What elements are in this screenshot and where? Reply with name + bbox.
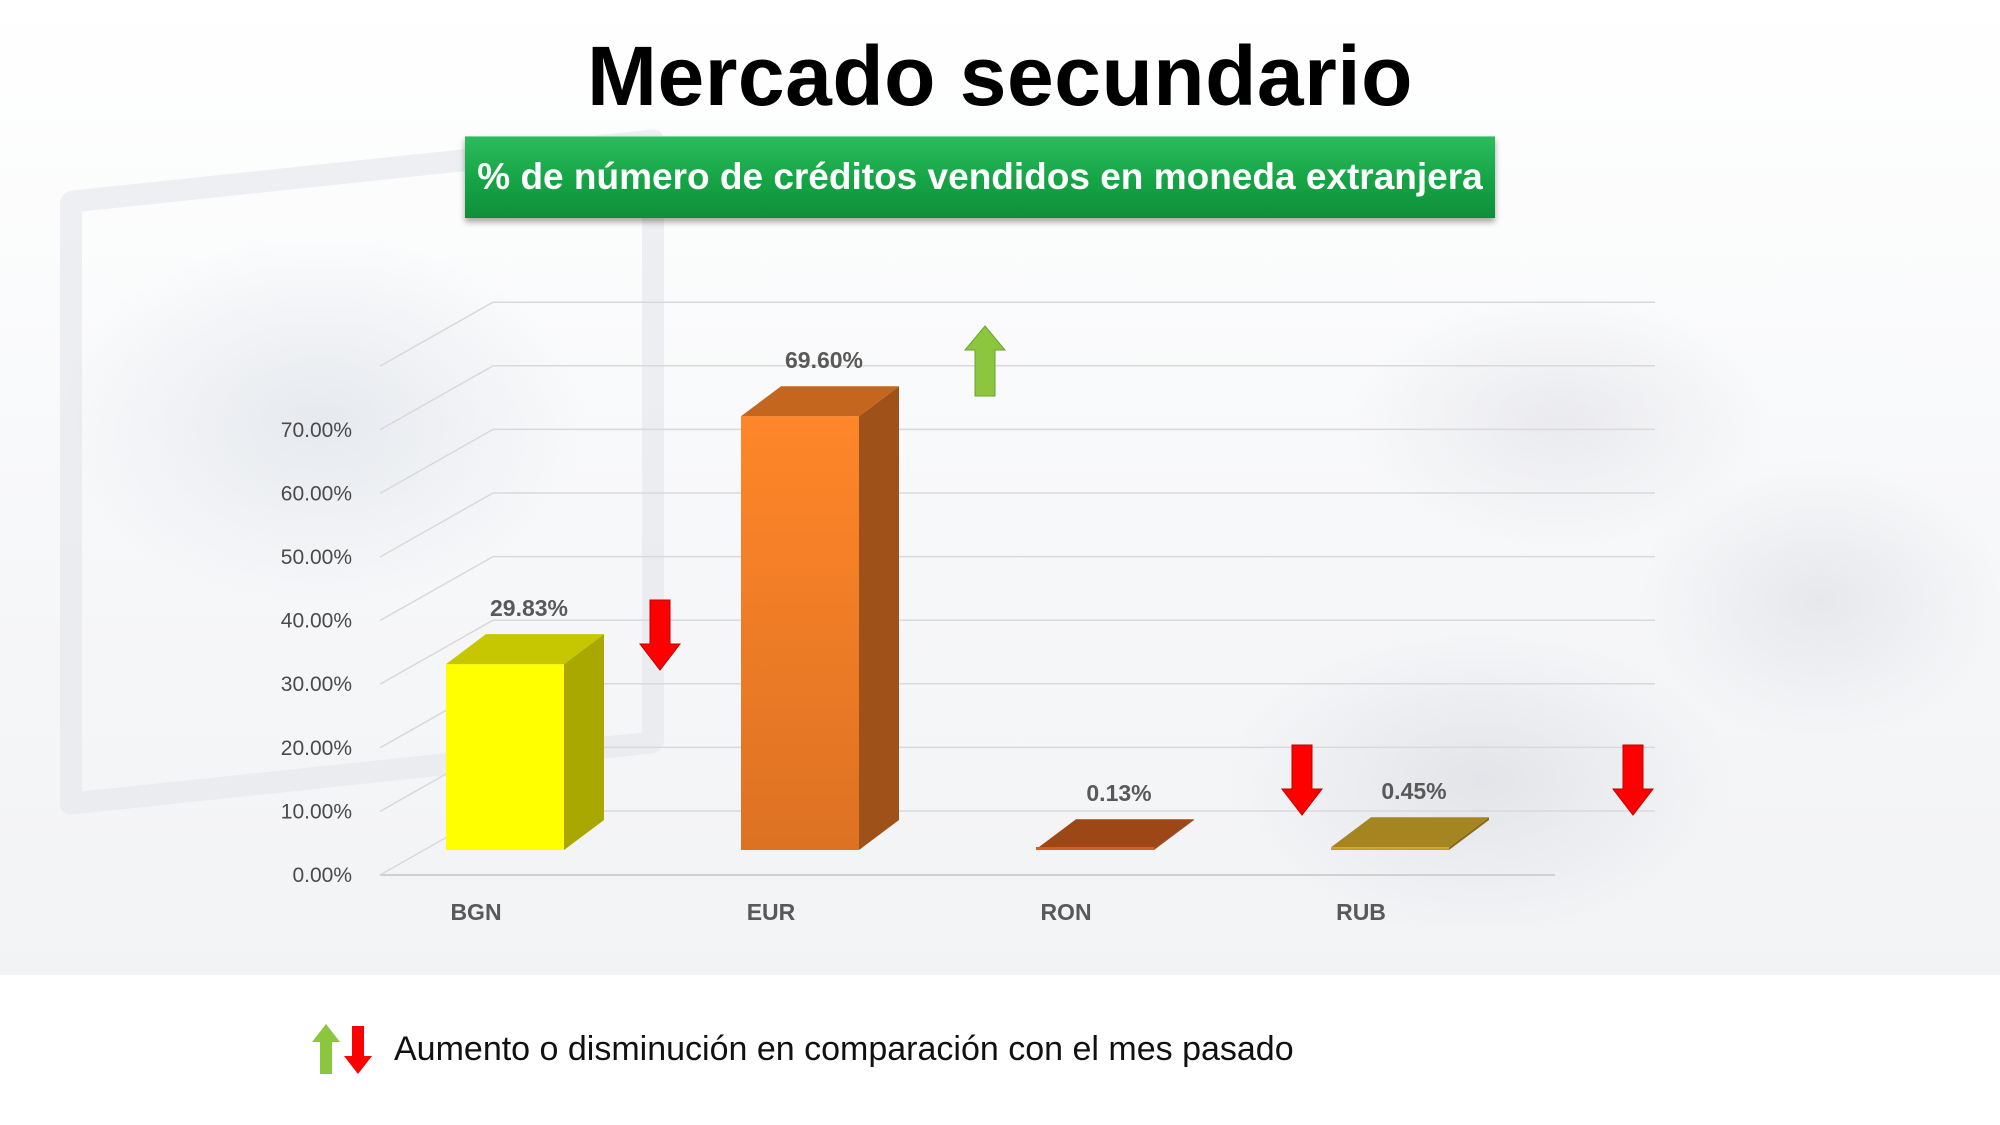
trend-up-arrow-icon — [963, 325, 1007, 397]
x-category-label: RUB — [1336, 899, 1386, 925]
arrow-shape — [638, 599, 682, 671]
bar-top — [446, 634, 604, 665]
y-tick-label: 50.00% — [281, 546, 352, 569]
bar-side — [859, 386, 899, 850]
bar-front — [446, 664, 564, 850]
legend-arrows — [312, 1024, 372, 1074]
arrow-shape — [963, 325, 1007, 397]
subtitle-text: % de número de créditos vendidos en mone… — [477, 156, 1483, 197]
gridline-depth — [379, 619, 494, 685]
bar-eur — [741, 386, 899, 850]
trend-down-arrow-icon — [638, 599, 682, 671]
bar-top — [1331, 817, 1489, 848]
arrow-shape — [1611, 744, 1655, 816]
down-arrow-icon — [344, 1026, 372, 1074]
y-tick-label: 20.00% — [281, 737, 352, 760]
legend: Aumento o disminución en comparación con… — [310, 1020, 1294, 1078]
gridline-depth — [379, 555, 494, 622]
bar-ron — [1036, 819, 1194, 850]
x-category-label: EUR — [747, 899, 796, 925]
y-tick-label: 40.00% — [281, 610, 352, 633]
gridline-depth — [379, 365, 494, 431]
y-tick-label: 30.00% — [281, 673, 352, 696]
legend-icons — [310, 1022, 374, 1076]
bar-rub — [1331, 817, 1489, 850]
data-label: 0.45% — [1381, 778, 1446, 804]
bar-chart: 0.00% 10.00% 20.00% 30.00% 40.00% 50.00% 60.00… — [281, 301, 1655, 925]
page-title: Mercado secundario — [587, 29, 1413, 123]
bar-side — [564, 634, 604, 850]
bar-top — [1036, 819, 1194, 850]
y-tick-label: 70.00% — [281, 419, 352, 442]
y-tick-label: 10.00% — [281, 800, 352, 823]
x-category-label: BGN — [450, 899, 501, 925]
bar-side — [1449, 817, 1489, 850]
legend-text: Aumento o disminución en comparación con… — [394, 1029, 1294, 1068]
bar-top — [741, 386, 899, 417]
data-label: 29.83% — [490, 595, 568, 621]
gridline-depth — [379, 428, 494, 495]
subtitle-banner: % de número de créditos vendidos en mone… — [465, 136, 1495, 218]
up-arrow-icon — [312, 1024, 340, 1074]
x-category-label: RON — [1040, 899, 1091, 925]
trend-down-arrow-icon — [1611, 744, 1655, 816]
bar-bgn — [446, 634, 604, 850]
bar-front — [1036, 847, 1154, 850]
y-tick-label: 0.00% — [292, 864, 352, 887]
arrow-shape — [1280, 744, 1324, 816]
bar-front — [1331, 847, 1449, 850]
bar-front — [741, 416, 859, 850]
bar-side — [1154, 819, 1194, 850]
gridline-depth — [379, 301, 494, 367]
data-label: 0.13% — [1086, 780, 1151, 806]
trend-down-arrow-icon — [1280, 744, 1324, 816]
data-label: 69.60% — [785, 347, 863, 373]
y-tick-label: 60.00% — [281, 482, 352, 505]
gridline-depth — [379, 492, 494, 558]
